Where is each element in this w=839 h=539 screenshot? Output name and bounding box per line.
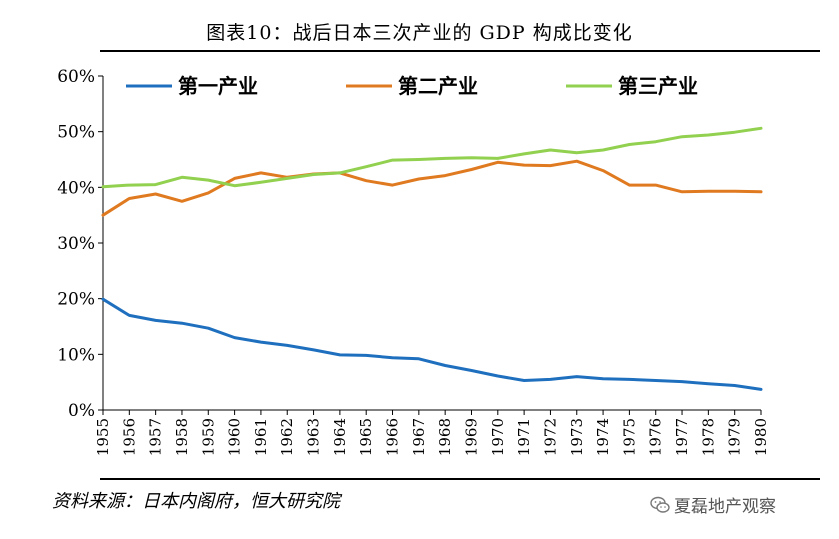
series-line-2 <box>101 159 763 217</box>
x-tick-label: 1962 <box>278 418 296 456</box>
chart-title: 图表10：战后日本三次产业的 GDP 构成比变化 <box>206 22 633 44</box>
x-tick-label: 1959 <box>199 418 217 456</box>
x-tick-label: 1972 <box>541 418 559 456</box>
source-note: 资料来源：日本内阁府，恒大研究院 <box>52 491 340 512</box>
bottom-rule <box>100 478 820 480</box>
x-tick-label: 1975 <box>620 418 638 456</box>
legend-label-2: 第二产业 <box>398 74 478 98</box>
x-tick-label: 1960 <box>226 418 244 456</box>
x-tick-label: 1973 <box>568 418 586 456</box>
x-tick-label: 1964 <box>331 418 349 456</box>
x-tick-label: 1956 <box>120 418 138 456</box>
x-tick-label: 1979 <box>726 418 744 456</box>
top-rule <box>100 50 820 52</box>
x-tick-label: 1968 <box>436 418 454 456</box>
series-line-3 <box>101 126 763 189</box>
x-tick-label: 1970 <box>489 418 507 456</box>
x-tick-label: 1978 <box>699 418 717 456</box>
x-tick-label: 1967 <box>410 418 428 456</box>
x-tick-label: 1966 <box>384 418 402 456</box>
x-tick-label: 1958 <box>173 418 191 456</box>
legend-label-1: 第一产业 <box>178 74 258 98</box>
x-tick-label: 1965 <box>357 418 375 456</box>
watermark: 夏磊地产观察 <box>650 492 776 517</box>
x-tick-label: 1971 <box>515 418 533 456</box>
x-tick-label: 1974 <box>594 418 612 456</box>
series-line-1 <box>101 297 763 391</box>
y-tick-label: 0% <box>68 401 95 421</box>
watermark-text: 夏磊地产观察 <box>674 497 776 517</box>
x-tick-label: 1961 <box>252 418 270 456</box>
y-tick-label: 20% <box>57 290 95 310</box>
wechat-icon <box>650 496 670 513</box>
y-tick-label: 40% <box>57 178 95 198</box>
x-tick-label: 1977 <box>673 418 691 456</box>
y-tick-label: 60% <box>57 67 95 87</box>
y-tick-label: 50% <box>57 123 95 143</box>
x-tick-label: 1976 <box>647 418 665 456</box>
x-tick-label: 1969 <box>462 418 480 456</box>
x-tick-label: 1957 <box>147 418 165 456</box>
y-tick-label: 10% <box>57 345 95 365</box>
legend-label-3: 第三产业 <box>618 74 698 98</box>
x-tick-label: 1980 <box>752 418 770 456</box>
y-tick-label: 30% <box>57 234 95 254</box>
x-tick-label: 1955 <box>94 418 112 456</box>
x-tick-label: 1963 <box>305 418 323 456</box>
